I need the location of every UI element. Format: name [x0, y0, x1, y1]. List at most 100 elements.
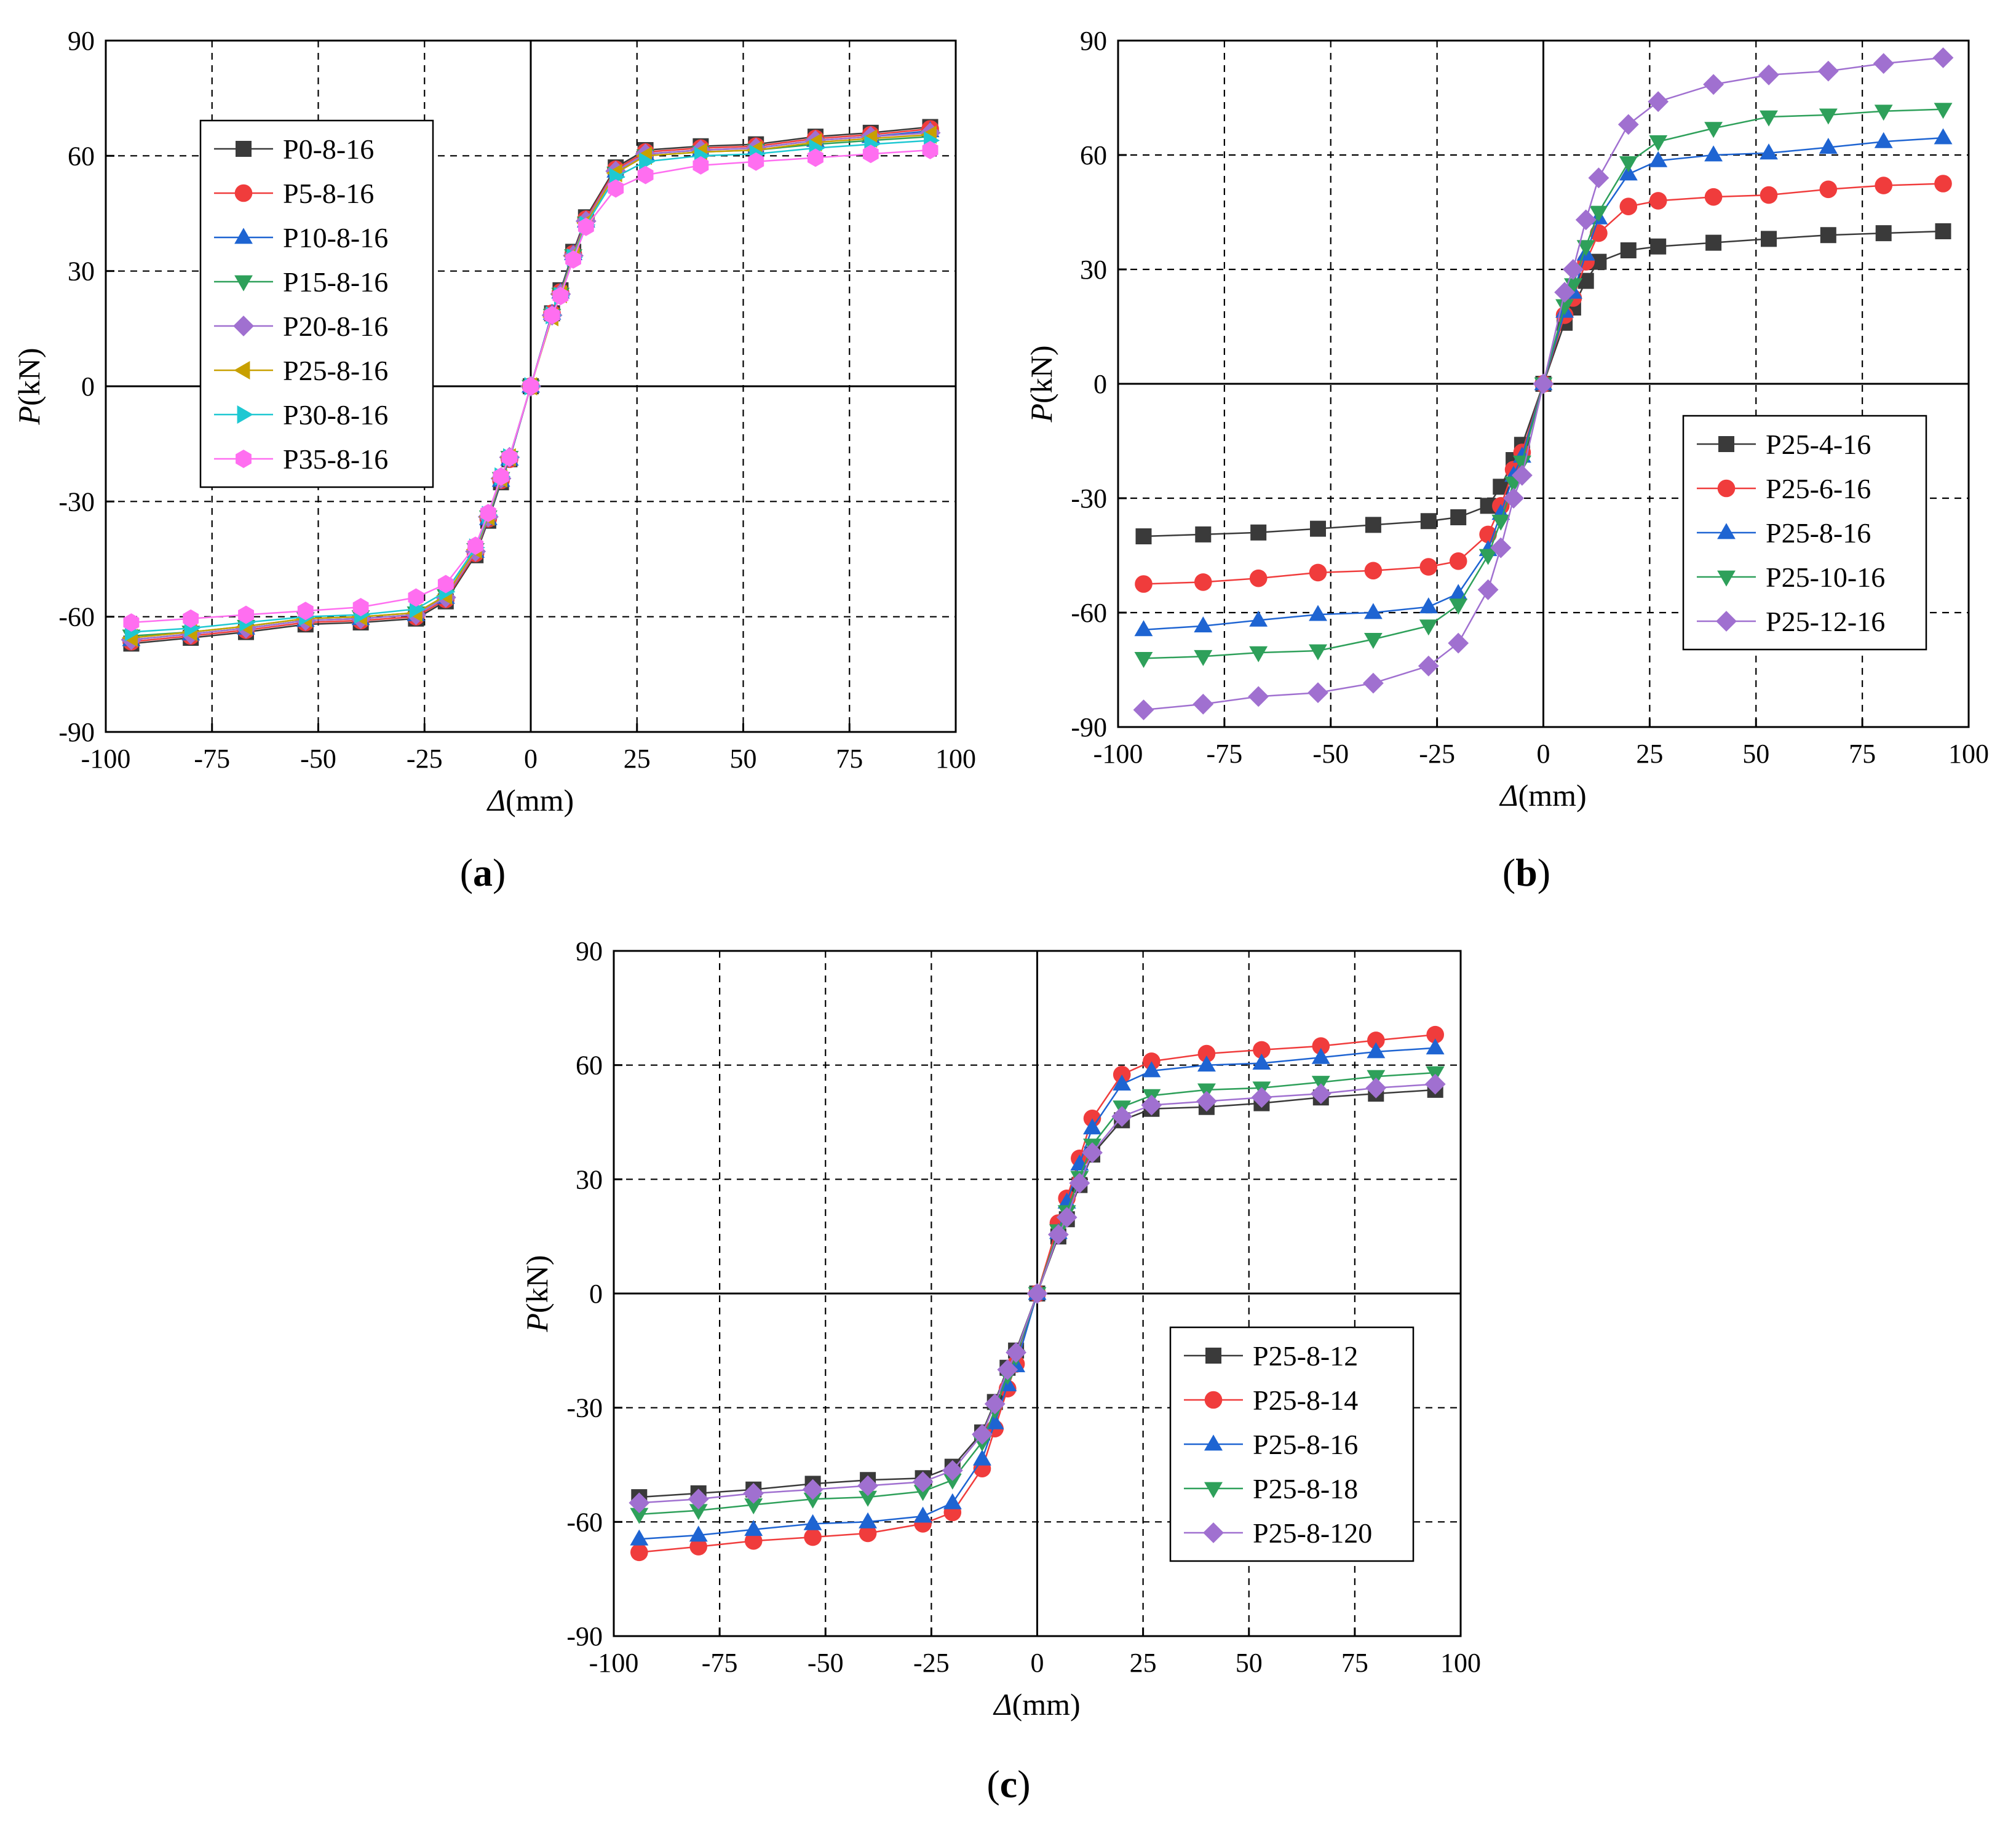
legend-label: P25-8-18: [1253, 1473, 1358, 1504]
data-point: [744, 1498, 763, 1515]
data-point: [123, 613, 140, 632]
panel-caption: (c): [986, 1762, 1030, 1806]
legend-item: P25-8-16: [214, 355, 388, 386]
data-point: [942, 1460, 963, 1481]
legend-item: P25-8-18: [1184, 1473, 1358, 1504]
y-axis-unit: (kN): [12, 348, 46, 406]
x-tick-label: -100: [1093, 739, 1143, 769]
data-point: [1590, 253, 1607, 270]
data-point: [639, 152, 656, 171]
y-tick-label: -30: [566, 1393, 603, 1423]
data-point: [1449, 598, 1468, 615]
x-tick-label: 50: [1236, 1648, 1263, 1678]
data-point: [1554, 282, 1575, 303]
x-axis-unit: (mm): [1012, 1687, 1081, 1722]
data-point: [862, 145, 879, 164]
data-point: [1194, 616, 1213, 633]
y-tick-label: -30: [1071, 483, 1107, 514]
x-tick-label: -50: [300, 744, 336, 774]
data-point: [1048, 1224, 1069, 1245]
data-point: [804, 1528, 822, 1546]
legend-label: P25-12-16: [1766, 606, 1885, 637]
x-tick-label: 0: [1537, 739, 1550, 769]
data-point: [1649, 135, 1668, 151]
data-point: [1420, 513, 1437, 530]
legend-item: P25-4-16: [1697, 429, 1871, 460]
data-point: [1620, 242, 1637, 258]
data-point: [1424, 1073, 1446, 1095]
data-point: [859, 1524, 877, 1543]
series-P25-12-16: [1133, 47, 1954, 720]
data-point: [689, 1504, 708, 1520]
legend: P25-4-16 P25-6-16 P25-8-16 P25-10-16 P25-12-…: [1682, 415, 1927, 651]
data-point: [1449, 584, 1468, 600]
data-point: [1873, 53, 1894, 74]
caption-letter: c: [1000, 1762, 1017, 1806]
data-point: [693, 156, 709, 175]
y-axis-label: P(kN): [520, 1255, 554, 1333]
data-point: [1418, 655, 1439, 677]
caption-letter: a: [473, 851, 493, 894]
data-point: [859, 1490, 877, 1507]
caption-open-paren: (: [1502, 851, 1515, 894]
data-point: [467, 536, 484, 555]
data-point: [1309, 605, 1327, 621]
data-point: [1252, 1054, 1271, 1070]
caption-close-paren: ): [493, 851, 506, 894]
data-point: [859, 1512, 877, 1528]
data-point: [1426, 1025, 1444, 1044]
data-point: [997, 1359, 1018, 1380]
data-point: [1875, 177, 1892, 194]
data-point: [1704, 188, 1723, 206]
data-point: [1649, 192, 1667, 210]
legend-box: [199, 119, 434, 488]
x-tick-label: 50: [1742, 739, 1769, 769]
legend-item: P30-8-16: [214, 399, 388, 431]
data-point: [1478, 549, 1498, 565]
data-point: [544, 306, 560, 325]
y-tick-label: 60: [576, 1051, 603, 1081]
legend-label: P25-8-16: [1253, 1429, 1358, 1460]
data-point: [577, 217, 594, 236]
y-tick-label: -60: [566, 1507, 603, 1537]
data-point: [912, 1471, 934, 1493]
legend-marker: [234, 184, 253, 202]
caption-letter: b: [1515, 851, 1538, 894]
data-point: [1704, 122, 1723, 138]
legend-marker: [233, 316, 254, 336]
x-tick-label: -75: [1207, 739, 1243, 769]
legend-item: P25-12-16: [1697, 606, 1885, 637]
x-tick-label: -50: [808, 1648, 844, 1678]
y-tick-label: -30: [58, 487, 95, 517]
panel-caption: (b): [1502, 851, 1550, 894]
caption-open-paren: (: [986, 1762, 999, 1806]
data-point: [857, 1475, 878, 1496]
data-point: [1512, 464, 1533, 486]
caption-close-paren: ): [1538, 851, 1550, 894]
data-point: [748, 152, 764, 171]
data-point: [803, 1514, 822, 1530]
data-point: [803, 1492, 822, 1509]
data-point: [1082, 1142, 1103, 1163]
data-point: [1619, 164, 1638, 181]
x-tick-label: 100: [935, 744, 976, 774]
legend-label: P25-6-16: [1766, 473, 1871, 504]
caption-close-paren: ): [1017, 1762, 1030, 1806]
data-point: [1193, 693, 1214, 715]
data-point: [1761, 231, 1777, 247]
legend-item: P25-8-14: [1184, 1385, 1358, 1416]
data-point: [1819, 138, 1838, 154]
data-point: [1704, 145, 1723, 162]
legend-marker: [237, 405, 253, 424]
data-point: [1448, 632, 1469, 654]
data-point: [1367, 1042, 1386, 1059]
data-point: [1134, 620, 1153, 637]
data-point: [1703, 74, 1724, 95]
legend-label: P10-8-16: [283, 222, 388, 253]
legend-marker: [1718, 436, 1734, 452]
data-point: [1588, 167, 1609, 189]
data-point: [1364, 633, 1383, 649]
data-point: [297, 602, 314, 621]
data-point: [630, 1543, 648, 1562]
